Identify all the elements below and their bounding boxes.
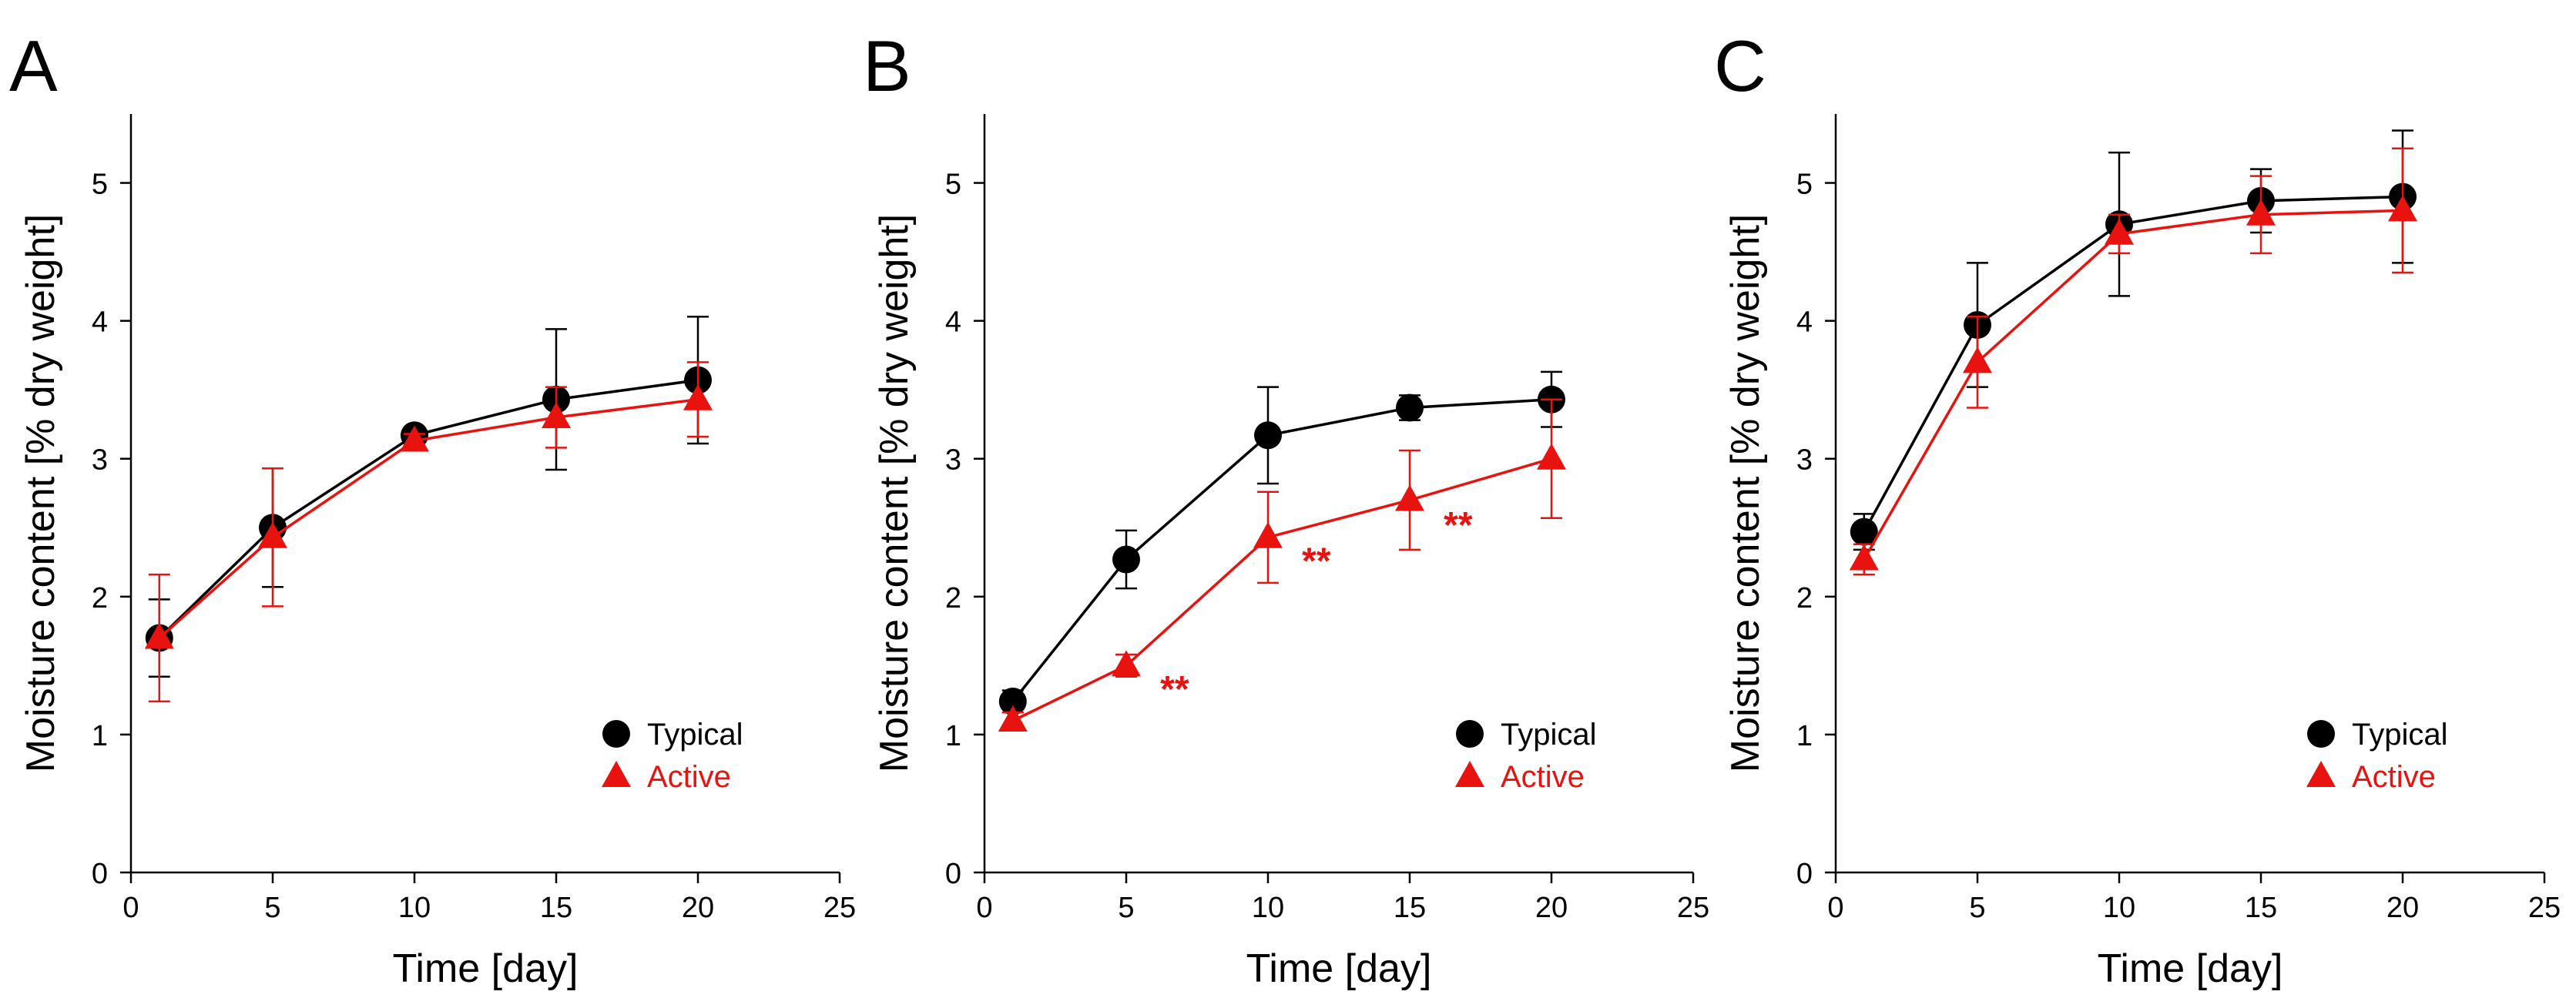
data-point	[998, 705, 1028, 732]
y-tick-label: 0	[1796, 858, 1813, 890]
legend-label-active: Active	[1501, 760, 1585, 794]
legend-label-typical: Typical	[1501, 718, 1597, 752]
data-point	[1253, 521, 1283, 548]
legend-label-typical: Typical	[647, 718, 743, 752]
y-axis-title: Moisture content [% dry weight]	[18, 214, 63, 772]
panel-b: B 0 1 2 3 4 5 0 5 10 15 20 25 Time [day] Moisture cont…	[863, 25, 1709, 991]
legend-marker-active	[1455, 761, 1484, 787]
y-tick-label: 3	[945, 444, 961, 477]
x-tick-label: 5	[1969, 892, 1985, 924]
panel-label: C	[1714, 25, 1766, 106]
legend-label-typical: Typical	[2352, 718, 2448, 752]
data-point	[542, 402, 571, 428]
series-typical	[1850, 129, 2417, 551]
y-tick-label: 1	[945, 720, 961, 752]
data-point	[1396, 393, 1424, 422]
data-point	[258, 521, 287, 548]
x-tick-label: 20	[682, 892, 714, 924]
series-line	[1011, 397, 1552, 703]
significance-mark: **	[1444, 505, 1473, 546]
x-tick-label: 10	[398, 892, 431, 924]
y-tick-label: 1	[1796, 720, 1813, 752]
x-tick-label: 0	[122, 892, 139, 924]
legend-marker-typical	[1456, 720, 1484, 748]
data-point	[1963, 347, 1992, 373]
data-point	[2388, 195, 2417, 222]
panel-label: A	[9, 25, 58, 106]
series-typical	[145, 316, 712, 678]
x-tick-label: 20	[2386, 892, 2419, 924]
data-point	[1849, 544, 1879, 571]
y-tick-label: 3	[1796, 444, 1813, 477]
x-tick-label: 5	[1118, 892, 1134, 924]
y-tick-label: 5	[945, 169, 961, 201]
y-tick-label: 3	[92, 444, 108, 477]
legend-label-active: Active	[2352, 760, 2436, 794]
y-tick-label: 5	[1796, 169, 1813, 201]
data-point	[683, 383, 713, 410]
series-line	[158, 397, 699, 639]
x-tick-label: 25	[1677, 892, 1709, 924]
significance-mark: **	[1302, 541, 1331, 581]
x-axis-title: Time [day]	[1246, 946, 1432, 991]
y-axis-title: Moisture content [% dry weight]	[872, 214, 917, 772]
y-tick-label: 0	[945, 858, 961, 890]
legend-marker-active	[602, 761, 631, 787]
y-axis-title: Moisture content [% dry weight]	[1723, 214, 1768, 772]
x-tick-label: 15	[540, 892, 572, 924]
data-point	[400, 425, 429, 452]
series-line	[1863, 195, 2403, 533]
data-point	[1112, 545, 1140, 574]
legend-marker-typical	[602, 720, 630, 748]
series-active	[998, 398, 1566, 732]
data-point	[144, 622, 174, 649]
x-tick-label: 15	[1394, 892, 1426, 924]
y-tick-label: 0	[92, 858, 108, 890]
y-tick-label: 5	[92, 169, 108, 201]
x-axis-title: Time [day]	[2098, 946, 2283, 991]
series-active	[1849, 147, 2417, 576]
data-point	[1850, 517, 1878, 546]
x-tick-label: 0	[976, 892, 992, 924]
y-tick-label: 1	[92, 720, 108, 752]
legend-marker-typical	[2307, 720, 2335, 748]
data-point	[1112, 650, 1141, 677]
panel-a: A 0 1 2 3 4 5 0 5 10 15 20 25 Time [day] Moisture cont…	[9, 25, 856, 991]
x-tick-label: 10	[2103, 892, 2135, 924]
data-point	[1395, 484, 1424, 511]
y-tick-label: 2	[945, 582, 961, 615]
panel-c: C 0 1 2 3 4 5 0 5 10 15 20 25 Time [day] Moisture cont…	[1714, 25, 2561, 991]
x-axis-title: Time [day]	[393, 946, 579, 991]
y-tick-label: 2	[92, 582, 108, 615]
x-tick-label: 10	[1252, 892, 1284, 924]
y-tick-label: 4	[945, 306, 961, 339]
series-typical	[998, 370, 1565, 715]
data-point	[998, 687, 1027, 715]
x-tick-label: 0	[1827, 892, 1843, 924]
data-point	[1537, 443, 1566, 470]
series-line	[158, 378, 699, 639]
x-tick-label: 20	[1535, 892, 1568, 924]
x-tick-label: 25	[823, 892, 856, 924]
panel-label: B	[863, 25, 911, 106]
data-point	[2105, 218, 2134, 245]
x-tick-label: 25	[2528, 892, 2561, 924]
data-point	[1254, 421, 1282, 450]
y-tick-label: 2	[1796, 582, 1813, 615]
series-active	[144, 361, 713, 703]
x-tick-label: 15	[2245, 892, 2277, 924]
x-tick-label: 5	[264, 892, 280, 924]
significance-mark: **	[1160, 669, 1189, 710]
legend-label-active: Active	[647, 760, 731, 794]
y-tick-label: 4	[92, 306, 108, 339]
y-tick-label: 4	[1796, 306, 1813, 339]
legend-marker-active	[2306, 761, 2336, 787]
series-line	[1012, 457, 1552, 722]
data-point	[2246, 199, 2276, 226]
